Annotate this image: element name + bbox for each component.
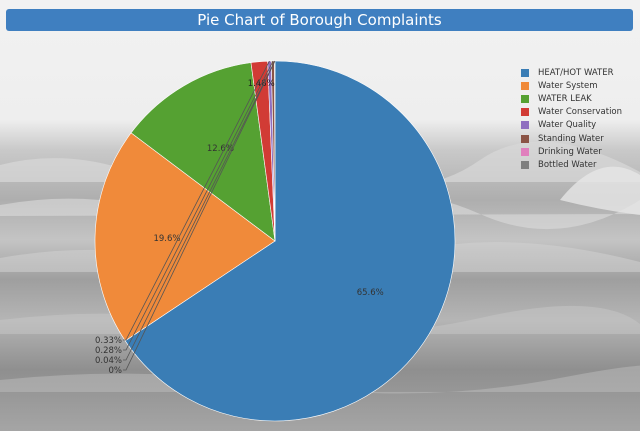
pie-labels: 65.6%19.6%12.6%1.48%0.33%0.28%0.04%0% xyxy=(95,60,384,376)
leader-line-standing-water xyxy=(123,60,274,351)
slice-label-water-leak: 12.6% xyxy=(207,144,234,154)
slice-label-drinking-water: 0.04% xyxy=(95,356,122,366)
legend-item-drinking-water[interactable]: Drinking Water xyxy=(521,145,622,158)
slice-water-leak[interactable] xyxy=(130,62,276,242)
legend-item-water-quality[interactable]: Water Quality xyxy=(521,119,622,132)
legend-label: Bottled Water xyxy=(538,159,597,170)
legend-label: HEAT/HOT WATER xyxy=(538,67,614,78)
leader-line-bottled-water xyxy=(123,60,276,371)
slice-label-water-system: 19.6% xyxy=(153,234,180,244)
legend-item-bottled-water[interactable]: Bottled Water xyxy=(521,158,622,171)
legend-label: Standing Water xyxy=(538,133,604,144)
chart-title-bar: Pie Chart of Borough Complaints xyxy=(6,9,633,31)
legend-swatch xyxy=(521,108,529,117)
legend-swatch xyxy=(521,68,529,77)
legend-label: WATER LEAK xyxy=(538,93,592,104)
slice-label-bottled-water: 0% xyxy=(109,366,123,376)
chart-title: Pie Chart of Borough Complaints xyxy=(197,11,442,29)
legend-label: Water Conservation xyxy=(538,107,623,118)
chart-legend: HEAT/HOT WATER Water System WATER LEAK Wate… xyxy=(521,66,622,172)
slice-label-water-quality: 0.33% xyxy=(95,336,122,346)
legend-item-water-leak[interactable]: WATER LEAK xyxy=(521,92,622,105)
leader-line-water-quality xyxy=(123,60,270,341)
legend-swatch xyxy=(521,134,529,143)
legend-label: Water Quality xyxy=(538,120,597,131)
slice-label-heat-hot-water: 65.6% xyxy=(357,288,384,298)
slice-water-system[interactable] xyxy=(94,132,276,342)
legend-label: Water System xyxy=(538,80,598,91)
leader-line-drinking-water xyxy=(123,60,276,361)
legend-item-water-conservation[interactable]: Water Conservation xyxy=(521,106,622,119)
legend-swatch xyxy=(521,121,529,130)
slice-heat-hot-water[interactable] xyxy=(124,60,456,422)
legend-swatch xyxy=(521,94,529,103)
legend-item-water-system[interactable]: Water System xyxy=(521,79,622,92)
slice-label-standing-water: 0.28% xyxy=(95,346,122,356)
legend-item-standing-water[interactable]: Standing Water xyxy=(521,132,622,145)
legend-swatch xyxy=(521,147,529,156)
legend-label: Drinking Water xyxy=(538,146,602,157)
legend-item-heat-hot-water[interactable]: HEAT/HOT WATER xyxy=(521,66,622,79)
pie-slices xyxy=(94,60,456,422)
legend-swatch xyxy=(521,81,529,90)
legend-swatch xyxy=(521,160,529,169)
